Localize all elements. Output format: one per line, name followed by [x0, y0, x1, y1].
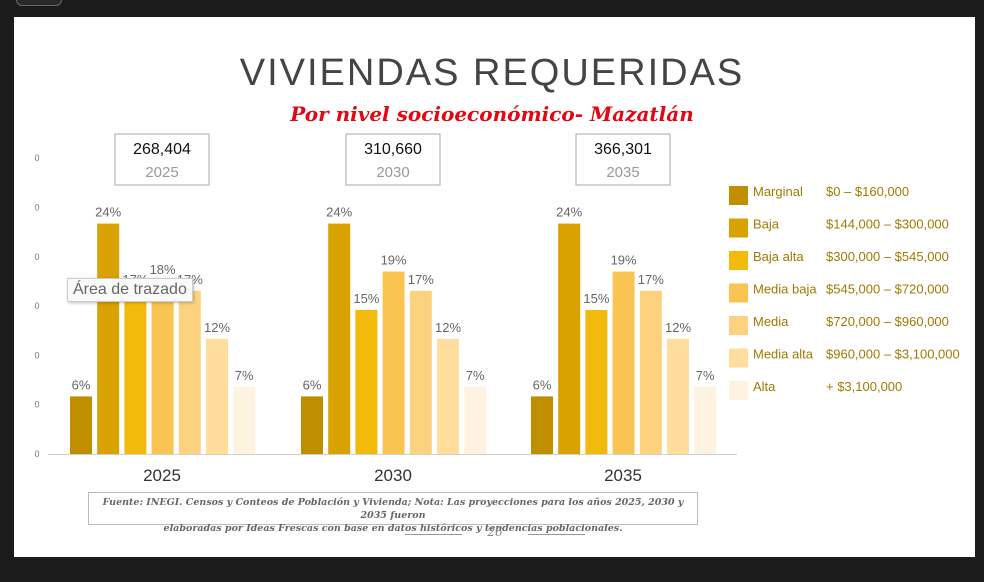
legend-swatch — [729, 218, 748, 238]
legend-swatch — [729, 316, 748, 335]
bar-value-label: 12% — [204, 320, 230, 335]
bar-media — [409, 290, 432, 454]
bar-baja-alta — [124, 290, 147, 454]
bar-value-label: 17% — [638, 272, 664, 287]
bar-media-baja — [151, 281, 174, 454]
legend-swatch — [729, 186, 748, 205]
plot-area-tooltip: Área de trazado — [67, 278, 193, 302]
bar-value-label: 17% — [408, 272, 434, 287]
total-value: 366,301 — [594, 141, 652, 158]
source-line-2: elaboradas por Ideas Frescas con base en… — [163, 523, 623, 534]
legend-range: $0 – $160,000 — [826, 184, 909, 199]
bar-baja — [97, 223, 120, 454]
bar-value-label: 12% — [435, 320, 461, 335]
bar-value-label: 6% — [72, 377, 91, 392]
bar-baja-alta — [355, 310, 378, 454]
legend-swatch — [729, 381, 748, 400]
bar-media — [178, 290, 201, 454]
bar-media-baja — [612, 271, 635, 454]
legend-name: Media baja — [753, 282, 817, 297]
page-divider-right — [528, 534, 585, 535]
bar-value-label: 19% — [611, 253, 637, 268]
bar-baja — [558, 223, 581, 454]
y-tick-label: 0 — [34, 301, 39, 311]
bar-value-label: 19% — [381, 253, 407, 268]
legend-name: Media — [753, 314, 789, 329]
total-box — [345, 133, 441, 186]
legend-swatch — [729, 283, 748, 303]
legend-name: Baja — [753, 217, 780, 232]
bar-value-label: 12% — [665, 320, 691, 335]
bar-baja — [328, 223, 351, 454]
category-label: 2025 — [143, 466, 181, 485]
total-year: 2025 — [145, 164, 178, 181]
bar-marginal — [301, 396, 323, 454]
bar-value-label: 24% — [326, 205, 352, 220]
bar-marginal — [70, 396, 92, 454]
legend-range: $300,000 – $545,000 — [826, 249, 949, 264]
legend-swatch — [729, 348, 748, 368]
y-tick-label: 0 — [34, 153, 39, 163]
bar-media-alta — [667, 338, 689, 454]
legend-name: Marginal — [753, 184, 803, 199]
bar-media — [639, 290, 662, 454]
legend-range: + $3,100,000 — [826, 379, 902, 394]
legend-swatch — [729, 251, 748, 270]
bar-baja-alta — [585, 310, 608, 454]
total-year: 2035 — [606, 164, 639, 181]
bar-value-label: 6% — [303, 377, 322, 392]
page-divider-left — [405, 534, 462, 535]
bar-value-label: 7% — [696, 368, 715, 383]
y-tick-label: 0 — [34, 449, 39, 459]
total-year: 2030 — [376, 164, 409, 181]
source-note: Fuente: INEGI. Censos y Conteos de Pobla… — [88, 492, 698, 534]
page-number: 26 — [487, 525, 503, 539]
bar-value-label: 7% — [466, 368, 485, 383]
bar-value-label: 15% — [583, 291, 609, 306]
total-value: 268,404 — [133, 141, 191, 158]
total-box — [114, 133, 210, 186]
category-label: 2030 — [374, 466, 412, 485]
bar-media-alta — [437, 338, 459, 454]
bar-value-label: 7% — [235, 368, 254, 383]
bar-value-label: 24% — [95, 205, 121, 220]
bar-value-label: 6% — [533, 377, 552, 392]
total-value: 310,660 — [364, 141, 422, 158]
slide-subtitle: Por nivel socioeconómico- Mazatlán — [290, 102, 694, 126]
legend-name: Alta — [753, 379, 776, 394]
legend-range: $960,000 – $3,100,000 — [826, 347, 960, 362]
total-box — [575, 133, 671, 186]
legend-range: $545,000 – $720,000 — [826, 282, 949, 297]
legend-range: $720,000 – $960,000 — [826, 314, 949, 329]
y-tick-label: 0 — [34, 400, 39, 410]
source-line-1: Fuente: INEGI. Censos y Conteos de Pobla… — [102, 497, 684, 521]
slide-title: VIVIENDAS REQUERIDAS — [239, 52, 745, 94]
legend-name: Baja alta — [753, 249, 804, 264]
bar-value-label: 15% — [353, 291, 379, 306]
bar-alta — [694, 386, 717, 454]
bar-value-label: 24% — [556, 205, 582, 220]
bar-media-baja — [382, 271, 405, 454]
y-tick-label: 0 — [34, 203, 39, 213]
bar-alta — [233, 386, 256, 454]
category-label: 2035 — [604, 466, 642, 485]
y-tick-label: 0 — [34, 252, 39, 262]
bar-marginal — [531, 396, 553, 454]
bar-alta — [464, 386, 487, 454]
bar-media-alta — [206, 338, 228, 454]
legend-range: $144,000 – $300,000 — [826, 217, 949, 232]
legend-name: Media alta — [753, 347, 814, 362]
bar-value-label: 18% — [150, 262, 176, 277]
y-tick-label: 0 — [34, 350, 39, 360]
